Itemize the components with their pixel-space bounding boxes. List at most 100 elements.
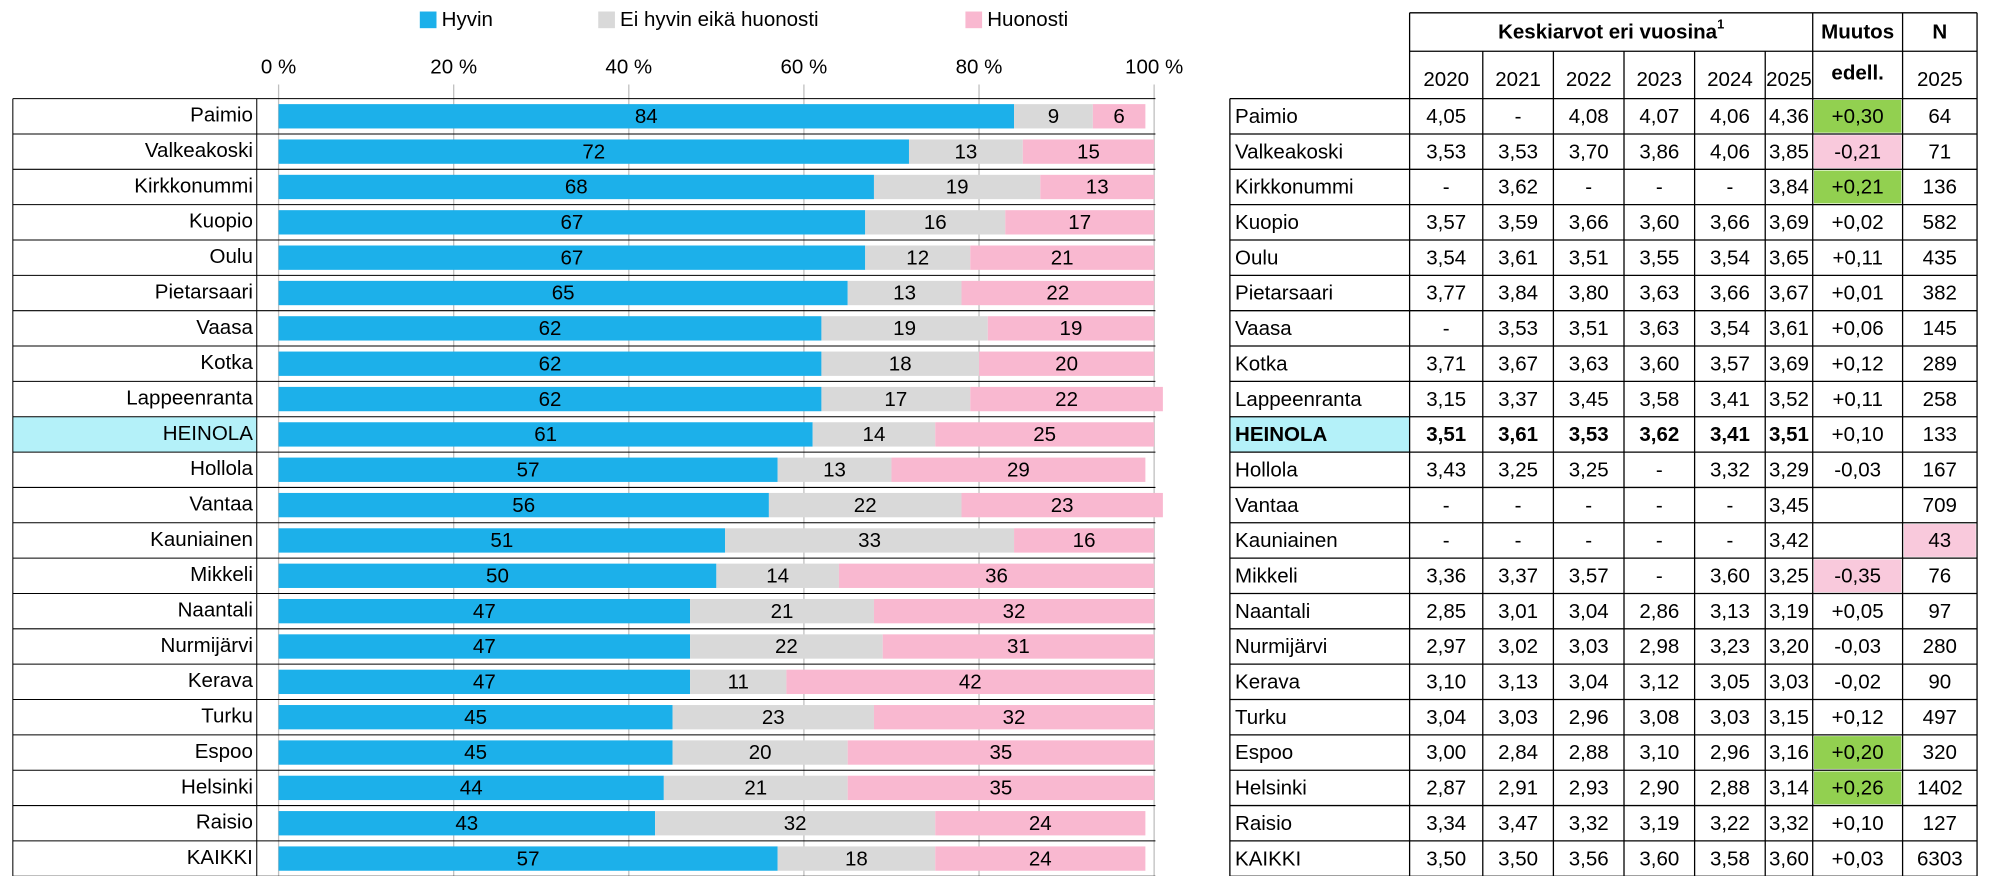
bar-segment: [847, 740, 1155, 765]
legend-label: Hyvin: [442, 8, 493, 31]
value-label: 6: [1113, 105, 1124, 128]
footnote: 1: [1717, 17, 1724, 32]
header: N: [1932, 21, 1947, 44]
table-cell: 3,60: [1769, 847, 1809, 870]
table-cell: 3,65: [1769, 246, 1809, 269]
table-cell: Espoo: [1235, 741, 1293, 764]
table-cell: Helsinki: [1235, 777, 1307, 800]
table-cell: 3,80: [1569, 282, 1609, 305]
table-cell: 2,85: [1426, 600, 1466, 623]
bar-segment: [278, 457, 778, 482]
bar-segment: [873, 705, 1155, 730]
bar-segment: [987, 316, 1155, 341]
table-cell: 3,57: [1569, 565, 1609, 588]
value-label: 62: [539, 352, 562, 375]
category-label: Lappeenranta: [126, 387, 253, 410]
year-header: 2024: [1707, 68, 1753, 91]
value-label: 19: [946, 176, 969, 199]
table-cell: +0,20: [1832, 741, 1884, 764]
x-tick-label: 20 %: [430, 55, 477, 78]
cell-fill: [1814, 99, 1902, 133]
table-cell: +0,10: [1832, 423, 1884, 446]
bar-segment: [278, 598, 691, 624]
table-cell: 3,61: [1498, 246, 1538, 269]
table-cell: 3,32: [1710, 458, 1750, 481]
table-cell: 3,05: [1710, 671, 1750, 694]
table-cell: 1402: [1917, 777, 1963, 800]
value-label: 67: [560, 246, 583, 269]
table-cell: 3,66: [1710, 282, 1750, 305]
table-cell: -0,35: [1834, 565, 1881, 588]
bar-segment: [278, 386, 822, 412]
bar-segment: [1022, 139, 1155, 164]
table-cell: 3,54: [1710, 246, 1750, 269]
table-cell: 3,19: [1769, 600, 1809, 623]
table-cell: HEINOLA: [1235, 423, 1328, 446]
legend-swatch: [598, 11, 615, 29]
table-cell: -: [1656, 529, 1663, 552]
value-label: 31: [1007, 635, 1030, 658]
table-cell: 3,37: [1498, 388, 1538, 411]
bar-segment: [882, 634, 1155, 659]
value-label: 18: [845, 847, 868, 870]
table-cell: +0,02: [1832, 211, 1884, 234]
table-cell: 3,63: [1569, 352, 1609, 375]
legend-swatch: [419, 11, 437, 29]
table-cell: 3,15: [1426, 388, 1466, 411]
value-label: 67: [560, 211, 583, 234]
value-label: 13: [1086, 176, 1109, 199]
bar-segment: [847, 280, 962, 306]
table-cell: Mikkeli: [1235, 565, 1298, 588]
value-label: 22: [1055, 388, 1078, 411]
bar-segment: [891, 457, 1146, 482]
group-title: Keskiarvot eri vuosina: [1498, 21, 1718, 44]
category-label: Vantaa: [189, 493, 253, 516]
table-cell: 3,58: [1639, 388, 1679, 411]
table-cell: Turku: [1235, 706, 1287, 729]
bar-segment: [278, 705, 673, 730]
bar-segment: [690, 598, 874, 624]
table-cell: 64: [1928, 105, 1951, 128]
bar-segment: [278, 811, 656, 836]
bar-segment: [873, 598, 1155, 624]
value-label: 50: [486, 565, 509, 588]
value-label: 22: [854, 494, 877, 517]
table-cell: 3,13: [1710, 600, 1750, 623]
table-cell: -0,02: [1834, 671, 1881, 694]
value-label: 14: [766, 565, 789, 588]
cell-fill: [1814, 559, 1902, 593]
table-cell: 3,22: [1710, 812, 1750, 835]
table-cell: 3,04: [1426, 706, 1466, 729]
value-label: 47: [473, 635, 496, 658]
bar-segment: [821, 386, 971, 412]
table-cell: 709: [1923, 494, 1957, 517]
table-cell: 3,61: [1498, 423, 1538, 446]
value-label: 16: [1073, 529, 1096, 552]
table-cell: 3,19: [1639, 812, 1679, 835]
table-cell: 3,84: [1769, 176, 1809, 199]
bar-segment: [1014, 104, 1093, 129]
bar-segment: [935, 811, 1146, 836]
table-cell: 97: [1928, 600, 1951, 623]
bar-segment: [1014, 528, 1155, 553]
table-cell: 3,41: [1710, 423, 1750, 446]
value-label: 20: [749, 741, 772, 764]
value-label: 42: [959, 671, 982, 694]
table-cell: 3,10: [1639, 741, 1679, 764]
category-label: Kuopio: [189, 210, 253, 233]
value-label: 47: [473, 600, 496, 623]
table-cell: 3,66: [1710, 211, 1750, 234]
category-label: Paimio: [190, 104, 253, 127]
table-cell: -0,21: [1834, 140, 1881, 163]
table-cell: 3,54: [1426, 246, 1466, 269]
value-label: 23: [762, 706, 785, 729]
category-label: Vaasa: [196, 316, 253, 339]
bar-segment: [663, 775, 848, 801]
value-label: 22: [1046, 282, 1069, 305]
table-cell: +0,10: [1832, 812, 1884, 835]
table-cell: -: [1656, 565, 1663, 588]
table-cell: Vaasa: [1235, 317, 1292, 340]
bar-segment: [716, 563, 839, 588]
value-label: 51: [490, 529, 513, 552]
